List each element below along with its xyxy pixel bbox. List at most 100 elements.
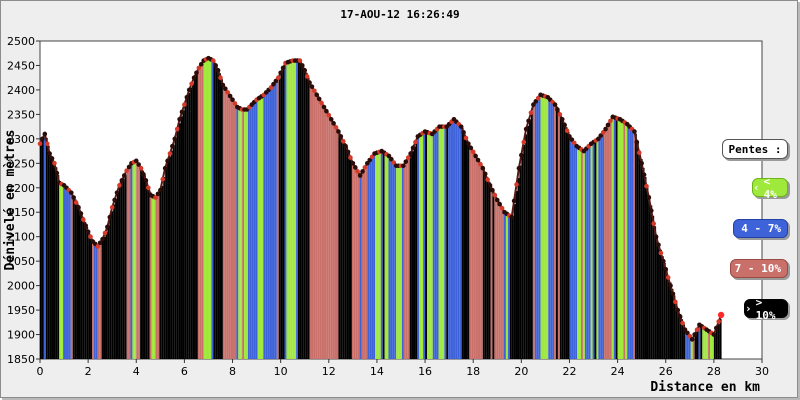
slope-bar [129, 168, 131, 359]
slope-bar [50, 154, 52, 359]
slope-bar [550, 100, 552, 359]
slope-bar [566, 127, 568, 359]
elevation-marker [692, 332, 697, 337]
slope-bar [452, 121, 454, 359]
elevation-marker [122, 173, 127, 178]
x-tick-label: 26 [659, 365, 673, 378]
slope-bar [94, 243, 96, 359]
elevation-marker [649, 208, 654, 213]
slope-bar [698, 327, 700, 359]
slope-bar [175, 139, 177, 359]
slope-bar [104, 237, 106, 359]
slope-bar [198, 70, 200, 359]
elevation-marker [632, 129, 637, 134]
slope-bar [720, 319, 722, 359]
elevation-marker [50, 156, 55, 161]
slope-bar [456, 121, 458, 359]
slope-bar [477, 158, 479, 359]
elevation-marker [661, 259, 666, 264]
slope-bar [132, 163, 134, 359]
slope-bar [544, 96, 546, 359]
slope-bar [275, 82, 277, 359]
slope-bar [363, 170, 365, 359]
slope-bar [323, 105, 325, 359]
slope-bar [581, 149, 583, 359]
slope-bar [621, 120, 623, 359]
slope-bar [317, 96, 319, 359]
x-tick-label: 10 [274, 365, 288, 378]
elevation-marker [401, 163, 406, 168]
slope-bar [712, 333, 714, 359]
slope-bar [440, 127, 442, 359]
slope-bar [102, 241, 104, 359]
slope-bar [115, 199, 117, 359]
slope-bar [167, 162, 169, 359]
elevation-marker [716, 319, 721, 324]
slope-bar [708, 331, 710, 359]
elevation-marker [110, 205, 115, 210]
slope-bar [394, 163, 396, 359]
slope-bar [362, 173, 364, 359]
slope-bar [504, 211, 506, 359]
slope-bar [367, 163, 369, 359]
slope-bar [134, 162, 136, 359]
slope-bar [242, 109, 244, 359]
slope-bar [342, 139, 344, 359]
slope-bar [240, 109, 242, 359]
slope-bar [40, 144, 42, 359]
elevation-marker [490, 188, 495, 193]
elevation-marker [322, 105, 327, 110]
y-tick-label: 2400 [7, 84, 35, 97]
slope-bar [256, 101, 258, 359]
elevation-marker [635, 140, 640, 145]
slope-bar [479, 162, 481, 359]
elevation-marker [71, 195, 76, 200]
slope-bar [252, 105, 254, 359]
slope-bar [144, 176, 146, 359]
y-tick-label: 2450 [7, 59, 35, 72]
elevation-marker [473, 154, 478, 159]
slope-bar [130, 165, 132, 359]
elevation-marker [348, 155, 353, 160]
slope-bar [481, 165, 483, 359]
slope-bar [571, 139, 573, 359]
slope-bar [506, 213, 508, 359]
elevation-marker [55, 171, 60, 176]
slope-bar [161, 186, 163, 359]
elevation-marker [165, 159, 170, 164]
slope-bar [627, 124, 629, 359]
slope-bar [510, 216, 512, 359]
elevation-marker [194, 71, 199, 76]
slope-bar [188, 93, 190, 359]
slope-bar [80, 212, 82, 359]
elevation-marker [529, 110, 534, 115]
slope-bar [633, 130, 635, 359]
slope-bar [348, 152, 350, 359]
slope-bar [564, 123, 566, 359]
slope-bar [157, 195, 159, 359]
slope-bar [159, 192, 161, 359]
slope-bar [204, 61, 206, 359]
slope-bar [277, 80, 279, 359]
slope-bar [577, 147, 579, 359]
slope-bar [113, 204, 115, 359]
slope-bar [44, 136, 46, 359]
elevation-marker [493, 193, 498, 198]
slope-bar [165, 168, 167, 359]
slope-bar [508, 215, 510, 359]
slope-bar [635, 134, 637, 359]
slope-bar [402, 166, 404, 359]
slope-bar [462, 128, 464, 359]
slope-bar [531, 113, 533, 359]
slope-bar [319, 99, 321, 359]
elevation-marker [163, 166, 168, 171]
slope-bar [412, 151, 414, 359]
slope-bar [311, 86, 313, 359]
elevation-marker [120, 178, 125, 183]
slope-bar [483, 168, 485, 359]
slope-bar [77, 203, 79, 359]
slope-bar [706, 329, 708, 359]
slope-bar [593, 143, 595, 359]
elevation-marker [168, 151, 173, 156]
elevation-marker [43, 132, 48, 137]
